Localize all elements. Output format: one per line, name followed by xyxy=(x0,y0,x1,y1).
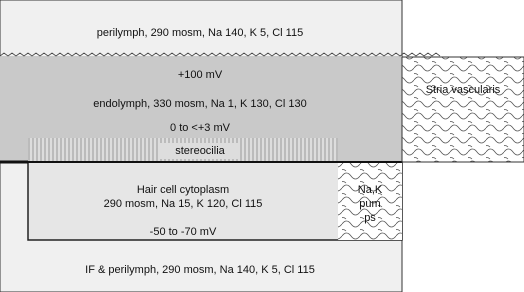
endolymph-potential: +100 mV xyxy=(178,69,223,81)
perilymph-label: perilymph, 290 mosm, Na 140, K 5, Cl 115 xyxy=(97,27,303,39)
bottom-label: IF & perilymph, 290 mosm, Na 140, K 5, C… xyxy=(85,264,315,276)
hair-cell-potential: -50 to -70 mV xyxy=(150,226,217,238)
stria-label: Stria vascularis xyxy=(426,84,501,96)
endolymph-label: endolymph, 330 mosm, Na 1, K 130, Cl 130 xyxy=(93,98,306,110)
stria-vascularis xyxy=(402,57,524,162)
hair-cell-title: Hair cell cytoplasm xyxy=(137,184,229,196)
endolymph-reversal: 0 to <+3 mV xyxy=(170,122,231,134)
diagram: perilymph, 290 mosm, Na 140, K 5, Cl 115… xyxy=(0,0,524,292)
stereocilia-label: stereocilia xyxy=(175,145,225,157)
hair-cell-label: 290 mosm, Na 15, K 120, Cl 115 xyxy=(104,198,263,210)
pump-label: Na,K xyxy=(358,184,383,196)
pump-label: pum xyxy=(359,198,380,210)
pump-label: ps xyxy=(364,212,376,224)
